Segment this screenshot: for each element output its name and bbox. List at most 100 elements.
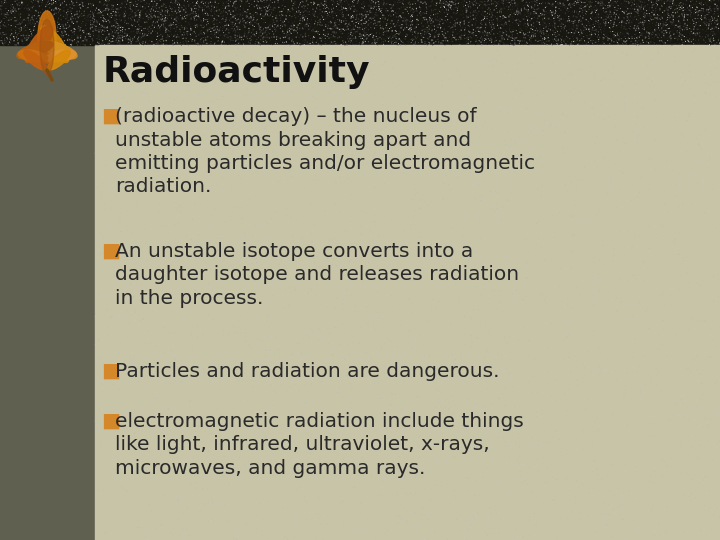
- Point: [228, 7, 239, 16]
- Point: [6, 0, 18, 9]
- Point: [269, 24, 281, 33]
- Point: [477, 17, 488, 26]
- Point: [122, 31, 133, 40]
- Point: [236, 33, 248, 42]
- Point: [135, 254, 146, 262]
- Point: [438, 152, 450, 160]
- Point: [150, 429, 161, 437]
- Point: [612, 31, 624, 40]
- Point: [617, 0, 629, 5]
- Point: [185, 251, 197, 259]
- Point: [398, 377, 410, 386]
- Point: [574, 267, 585, 275]
- Point: [383, 11, 395, 20]
- Point: [474, 500, 486, 508]
- Point: [276, 173, 287, 182]
- Point: [667, 22, 679, 31]
- Point: [261, 432, 272, 441]
- Point: [616, 17, 628, 25]
- Point: [45, 28, 57, 37]
- Point: [332, 336, 343, 345]
- Point: [122, 400, 133, 408]
- Point: [698, 36, 710, 45]
- Point: [400, 208, 412, 217]
- Point: [36, 39, 48, 48]
- Point: [128, 444, 140, 453]
- Point: [336, 23, 347, 32]
- Point: [112, 19, 123, 28]
- Point: [334, 17, 346, 25]
- Point: [205, 36, 217, 44]
- Point: [260, 18, 271, 26]
- Point: [706, 286, 718, 295]
- Point: [488, 19, 500, 28]
- Point: [693, 39, 705, 48]
- Point: [289, 367, 301, 376]
- Point: [189, 167, 201, 176]
- Point: [292, 0, 303, 5]
- Point: [20, 31, 32, 40]
- Point: [482, 1, 493, 9]
- Point: [111, 26, 122, 35]
- Point: [585, 16, 597, 24]
- Point: [475, 8, 487, 16]
- Point: [294, 190, 306, 199]
- Point: [237, 11, 248, 19]
- Point: [289, 27, 301, 36]
- Point: [588, 35, 600, 44]
- Point: [166, 446, 177, 454]
- Point: [648, 207, 660, 216]
- Point: [480, 334, 491, 342]
- Point: [164, 467, 176, 476]
- Point: [706, 417, 718, 426]
- Point: [497, 12, 508, 21]
- Point: [458, 9, 469, 18]
- Point: [311, 408, 323, 417]
- Point: [202, 19, 214, 28]
- Point: [415, 440, 426, 449]
- Point: [394, 38, 405, 47]
- Point: [602, 24, 613, 33]
- Point: [457, 224, 469, 233]
- Point: [292, 29, 303, 37]
- Point: [148, 21, 160, 29]
- Point: [588, 73, 600, 82]
- Point: [202, 26, 213, 35]
- Point: [535, 9, 546, 18]
- Point: [351, 3, 363, 12]
- Point: [681, 398, 693, 407]
- Point: [586, 491, 598, 500]
- Point: [424, 39, 436, 48]
- Point: [708, 16, 719, 24]
- Point: [104, 0, 115, 5]
- Point: [400, 35, 411, 43]
- Point: [324, 384, 336, 393]
- Point: [636, 24, 648, 33]
- Point: [139, 530, 150, 538]
- Point: [376, 343, 387, 352]
- Point: [661, 5, 672, 14]
- Point: [618, 37, 630, 45]
- Point: [566, 37, 577, 46]
- Point: [298, 499, 310, 508]
- Point: [289, 273, 301, 282]
- Point: [564, 29, 576, 37]
- Point: [304, 508, 315, 517]
- Point: [656, 0, 667, 5]
- Point: [423, 510, 434, 519]
- Point: [265, 456, 276, 464]
- Point: [294, 22, 306, 30]
- Point: [217, 31, 229, 40]
- Point: [549, 7, 560, 16]
- Point: [197, 19, 209, 28]
- Point: [264, 25, 276, 33]
- Point: [71, 6, 83, 15]
- Point: [287, 4, 299, 12]
- Point: [660, 521, 672, 529]
- Point: [23, 17, 35, 25]
- Point: [364, 134, 375, 143]
- Point: [462, 182, 473, 191]
- Point: [639, 18, 650, 27]
- Point: [336, 29, 347, 38]
- Point: [191, 364, 202, 373]
